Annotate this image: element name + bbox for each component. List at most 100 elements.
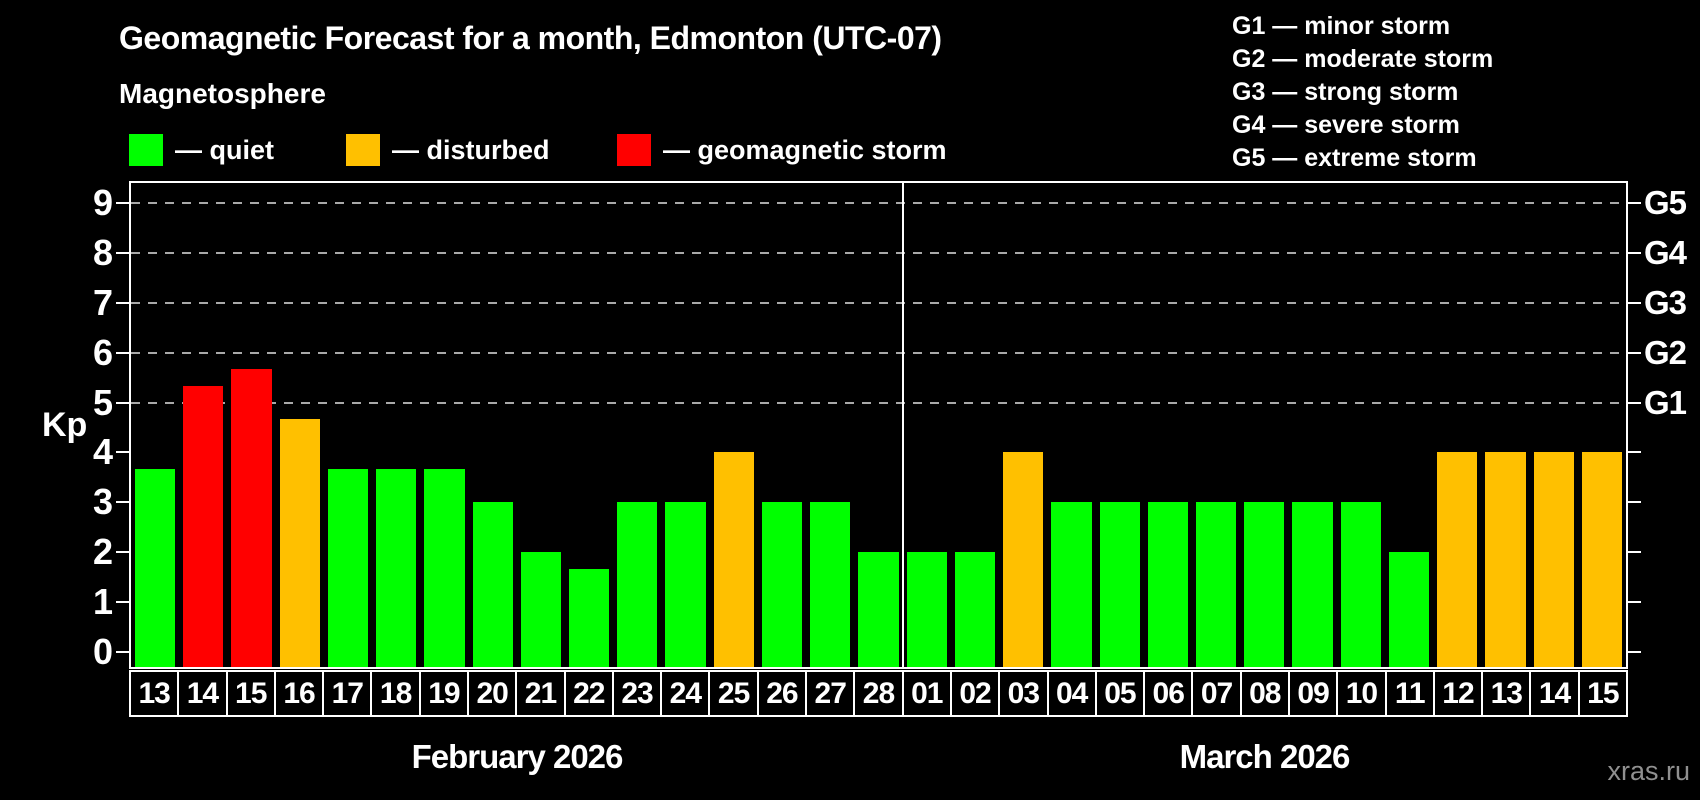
kp-bar bbox=[1147, 502, 1188, 667]
storm-legend-label: — geomagnetic storm bbox=[663, 135, 947, 165]
storm-legend-swatch bbox=[617, 134, 651, 166]
month-label-march: March 2026 bbox=[1179, 738, 1351, 775]
kp-bar bbox=[520, 552, 562, 667]
y-axis-tick-label: 8 bbox=[92, 231, 113, 273]
y-axis-tick-label: 5 bbox=[92, 381, 113, 423]
g-scale-label: G4 bbox=[1644, 233, 1687, 271]
y-axis-tick bbox=[116, 351, 129, 354]
storm-scale-g3: G3 — strong storm bbox=[1232, 78, 1459, 106]
chart-title: Geomagnetic Forecast for a month, Edmont… bbox=[119, 20, 942, 56]
y-axis-tick-label: 0 bbox=[92, 631, 113, 672]
gridline-kp7 bbox=[131, 301, 1626, 304]
y-axis-tick bbox=[116, 501, 129, 504]
kp-bar bbox=[183, 386, 224, 667]
quiet-legend-label: — quiet bbox=[175, 135, 274, 165]
kp-bar bbox=[569, 568, 610, 667]
day-label: 03 bbox=[998, 670, 1049, 717]
day-label: 13 bbox=[1481, 670, 1532, 717]
kp-bar bbox=[1244, 502, 1285, 667]
day-label: 01 bbox=[901, 670, 952, 717]
storm-scale-g1: G1 — minor storm bbox=[1232, 12, 1451, 40]
y-axis-tick bbox=[116, 601, 129, 604]
day-label: 28 bbox=[853, 670, 904, 717]
kp-bar bbox=[1003, 452, 1044, 667]
storm-scale-legend: G1 — minor storm G2 — moderate storm G3 … bbox=[1232, 10, 1493, 175]
day-label: 09 bbox=[1287, 670, 1339, 717]
y-axis-tick bbox=[116, 451, 129, 454]
y-axis-tick bbox=[116, 401, 129, 404]
kp-bar bbox=[376, 468, 417, 667]
day-label: 08 bbox=[1239, 670, 1290, 717]
y-axis-tick-label: 2 bbox=[92, 531, 113, 573]
kp-bar bbox=[954, 552, 996, 667]
kp-bar bbox=[858, 552, 899, 667]
right-axis-tick bbox=[1628, 551, 1641, 554]
day-label: 23 bbox=[611, 670, 663, 717]
y-axis-label: Kp bbox=[42, 406, 88, 444]
day-label: 24 bbox=[660, 670, 711, 717]
kp-bar bbox=[472, 502, 513, 667]
day-label: 14 bbox=[1529, 670, 1580, 717]
day-label: 25 bbox=[708, 670, 759, 717]
storm-scale-g5: G5 — extreme storm bbox=[1232, 144, 1477, 172]
kp-bar bbox=[906, 552, 947, 667]
day-label: 12 bbox=[1432, 670, 1484, 717]
day-label: 15 bbox=[1577, 670, 1628, 717]
day-label: 14 bbox=[177, 670, 228, 717]
quiet-legend-swatch bbox=[129, 134, 163, 166]
day-label: 17 bbox=[322, 670, 373, 717]
y-axis-tick bbox=[116, 301, 129, 304]
y-axis-tick-label: 4 bbox=[92, 431, 113, 473]
kp-bar bbox=[1292, 502, 1333, 667]
right-axis-tick bbox=[1628, 201, 1641, 204]
storm-scale-g4: G4 — severe storm bbox=[1232, 111, 1460, 139]
gridline-kp8 bbox=[131, 251, 1626, 254]
watermark: xras.ru bbox=[1607, 756, 1690, 786]
kp-bar bbox=[231, 369, 272, 667]
day-label: 10 bbox=[1336, 670, 1387, 717]
day-label: 21 bbox=[515, 670, 566, 717]
day-label: 20 bbox=[467, 670, 518, 717]
y-axis-tick bbox=[116, 251, 129, 254]
kp-bar bbox=[1388, 552, 1430, 667]
y-axis-tick-label: 1 bbox=[92, 581, 113, 623]
g-scale-label: G1 bbox=[1644, 383, 1687, 421]
disturbed-legend-swatch bbox=[346, 134, 380, 166]
kp-bar bbox=[1051, 502, 1092, 667]
day-label: 15 bbox=[225, 670, 276, 717]
month-divider-line bbox=[901, 183, 904, 667]
right-axis-tick bbox=[1628, 651, 1641, 653]
g-scale-label: G3 bbox=[1644, 283, 1687, 321]
kp-bar bbox=[1195, 502, 1237, 667]
kp-bar bbox=[1533, 452, 1574, 667]
month-label-february: February 2026 bbox=[411, 738, 624, 775]
y-axis-tick-label: 7 bbox=[92, 281, 113, 323]
kp-bar bbox=[1485, 452, 1526, 667]
day-axis-row: 13 14 15 16 17 18 19 20 21 22 23 24 25 26 27 28 01 02 03 04… bbox=[129, 670, 1630, 717]
gridline-kp5 bbox=[131, 401, 1626, 404]
day-label: 06 bbox=[1143, 670, 1194, 717]
day-label: 22 bbox=[563, 670, 614, 717]
y-axis-tick-label: 6 bbox=[92, 331, 113, 373]
y-axis-tick bbox=[116, 651, 129, 653]
y-axis-tick-label: 9 bbox=[92, 181, 113, 223]
right-axis-tick bbox=[1628, 251, 1641, 254]
g-scale-label: G5 bbox=[1644, 183, 1687, 221]
y-axis-tick bbox=[116, 551, 129, 554]
kp-bar-plot-area bbox=[129, 181, 1628, 669]
gridline-kp9 bbox=[131, 201, 1626, 204]
right-axis-tick bbox=[1628, 501, 1641, 504]
right-axis-tick bbox=[1628, 401, 1641, 404]
right-axis-tick bbox=[1628, 301, 1641, 304]
y-axis-tick-label: 3 bbox=[92, 481, 113, 523]
day-label: 18 bbox=[370, 670, 421, 717]
kp-bar bbox=[1099, 502, 1140, 667]
kp-bar bbox=[279, 418, 320, 667]
day-label: 05 bbox=[1094, 670, 1146, 717]
gridline-kp6 bbox=[131, 351, 1626, 354]
day-label: 16 bbox=[273, 670, 325, 717]
kp-bar bbox=[1437, 452, 1478, 667]
day-label: 13 bbox=[129, 670, 180, 717]
kp-bar bbox=[810, 502, 851, 667]
day-label: 07 bbox=[1191, 670, 1242, 717]
